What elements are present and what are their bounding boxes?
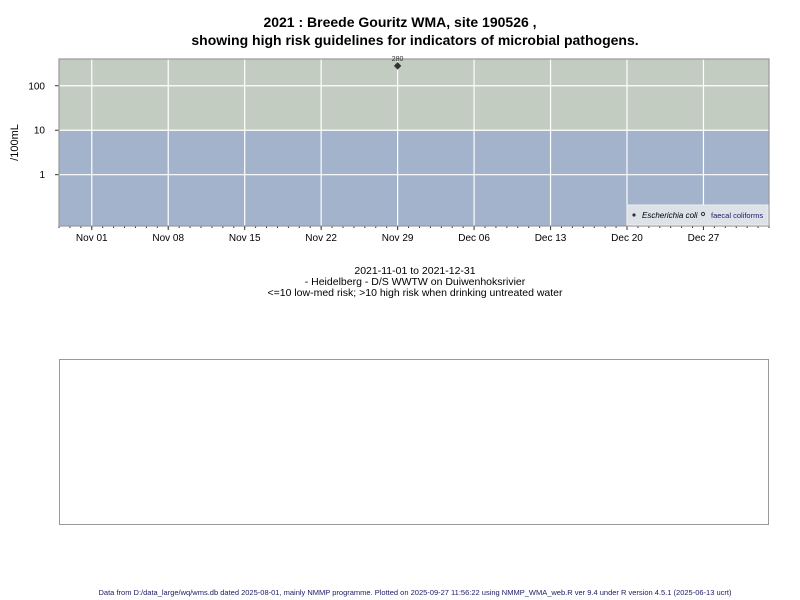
risk-chart: 1 10 100 Nov 01 Nov 08 Nov 15 Nov 22 Nov 29 Dec …: [9, 56, 770, 244]
data-point: [393, 62, 402, 70]
legend-box: [626, 204, 769, 226]
x-tick-label: Nov 22: [305, 233, 337, 244]
empty-plot-panel: [59, 359, 769, 525]
x-tick-label: Nov 29: [382, 233, 414, 244]
legend-marker-faecal: [700, 211, 706, 217]
footer-note: Data from D:/data_large/wq/wms.db dated …: [98, 588, 732, 597]
x-tick-label: Nov 15: [229, 233, 261, 244]
x-tick-label: Dec 06: [458, 233, 490, 244]
x-tick-label: Nov 08: [152, 233, 184, 244]
site-name: - Heidelberg - D/S WWTW on Duiwenhoksriv…: [304, 276, 526, 288]
legend-label-ecoli: Escherichia coli: [642, 211, 698, 220]
y-tick-label: 1: [39, 170, 45, 181]
y-tick-label: 100: [28, 81, 45, 92]
chart-title-line2: showing high risk guidelines for indicat…: [191, 32, 639, 48]
y-axis-label: /100mL: [9, 124, 21, 161]
date-range: 2021-11-01 to 2021-12-31: [354, 265, 476, 277]
risk-note: <=10 low-med risk; >10 high risk when dr…: [267, 287, 563, 299]
x-tick-label: Nov 01: [76, 233, 108, 244]
x-tick-label: Dec 13: [535, 233, 567, 244]
x-tick-label: Dec 27: [688, 233, 720, 244]
chart-title-line1: 2021 : Breede Gouritz WMA, site 190526 ,: [263, 14, 537, 30]
risk-band: [59, 59, 769, 131]
legend-label-faecal: faecal coliforms: [711, 211, 763, 220]
x-tick-label: Dec 20: [611, 233, 643, 244]
legend-marker-ecoli: [632, 213, 636, 217]
plot-border: [58, 58, 770, 227]
y-tick-label: 10: [34, 126, 46, 137]
data-label: 280: [392, 56, 404, 63]
